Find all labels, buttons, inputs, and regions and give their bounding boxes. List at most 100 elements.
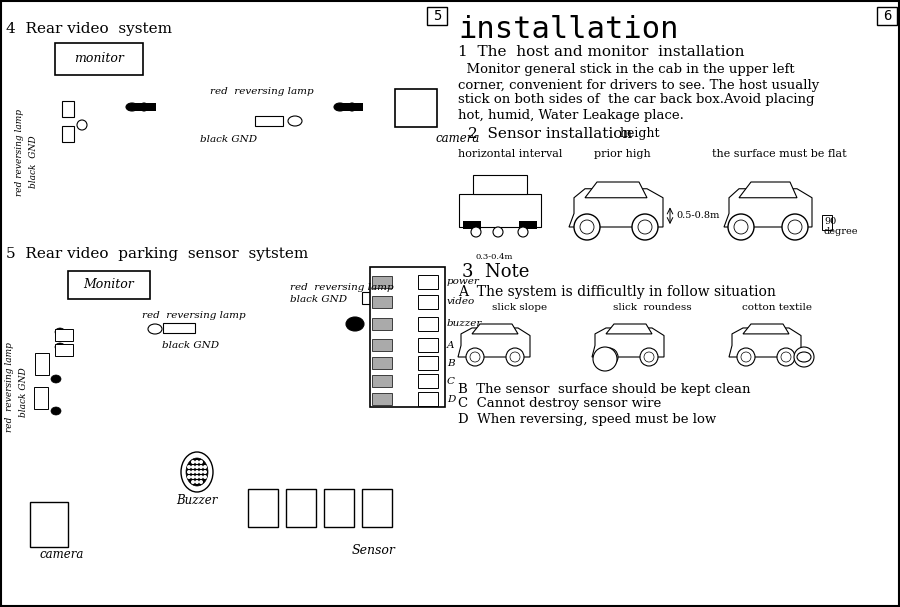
Circle shape [191,475,195,479]
Text: 2  Sensor installation: 2 Sensor installation [468,127,632,141]
Circle shape [574,214,600,240]
Bar [55,329,73,341]
Bar [248,489,278,527]
Text: camera: camera [40,549,85,561]
Text: black GND: black GND [162,341,219,350]
Text: degree: degree [824,226,859,236]
Bar [35,353,49,375]
Bar [324,489,354,527]
Text: 4  Rear video  system: 4 Rear video system [6,22,172,36]
Ellipse shape [55,328,65,336]
Polygon shape [739,182,797,198]
Ellipse shape [797,352,811,362]
Ellipse shape [346,317,364,331]
Circle shape [199,470,203,474]
Circle shape [195,475,199,479]
Bar [62,101,74,117]
Text: power: power [447,277,480,287]
Circle shape [640,348,658,366]
Circle shape [734,220,748,234]
Circle shape [593,347,617,371]
Circle shape [466,348,484,366]
Bar [519,221,537,229]
Bar [372,276,392,288]
Circle shape [187,475,191,479]
Ellipse shape [181,452,213,492]
Bar [418,295,438,309]
Circle shape [470,352,480,362]
Bar [372,296,392,308]
Text: red reversing lamp: red reversing lamp [15,109,24,195]
Circle shape [203,465,207,469]
Bar [473,175,527,194]
Text: black GND: black GND [200,135,257,143]
Circle shape [199,460,203,464]
Text: Monitor: Monitor [84,279,134,291]
Circle shape [728,214,754,240]
Text: C: C [447,376,455,385]
Bar [372,339,392,351]
Circle shape [191,465,195,469]
Bar [418,317,438,331]
Bar [163,323,195,333]
Circle shape [203,475,207,479]
Circle shape [195,465,199,469]
Text: D: D [447,395,455,404]
Text: camera: camera [435,132,480,146]
Circle shape [187,470,191,474]
Bar [877,7,897,25]
Circle shape [510,352,520,362]
Circle shape [506,348,524,366]
Text: red  reversing lamp: red reversing lamp [142,311,246,319]
Text: the surface must be flat: the surface must be flat [712,149,847,159]
Circle shape [777,348,795,366]
Circle shape [781,352,791,362]
Bar [362,489,392,527]
Text: prior high: prior high [594,149,651,159]
Bar [822,215,832,230]
Circle shape [794,347,814,367]
Text: black GND: black GND [290,296,347,305]
Bar [418,356,438,370]
Polygon shape [729,328,801,357]
Text: corner, convenient for drivers to see. The host usually: corner, convenient for drivers to see. T… [458,78,819,92]
Circle shape [493,227,503,237]
Bar [372,318,392,330]
Circle shape [191,470,195,474]
Circle shape [191,480,195,484]
Text: horizontal interval: horizontal interval [458,149,562,159]
Bar [427,7,447,25]
Text: red  reversing lamp: red reversing lamp [290,282,393,291]
Circle shape [77,120,87,130]
Circle shape [741,352,751,362]
Bar [459,194,541,227]
Bar [418,338,438,352]
Text: black GND: black GND [20,367,29,417]
Ellipse shape [348,103,356,111]
Polygon shape [592,328,664,357]
Circle shape [600,348,618,366]
Bar [395,89,437,127]
Polygon shape [458,328,530,357]
Bar [418,392,438,406]
Bar [372,393,392,405]
Circle shape [782,214,808,240]
Text: black  GND: black GND [30,136,39,188]
Circle shape [195,480,199,484]
Text: A  The system is difficultly in follow situation: A The system is difficultly in follow si… [458,285,776,299]
Ellipse shape [148,324,162,334]
Text: stick on both sides of  the car back box.Avoid placing: stick on both sides of the car back box.… [458,93,814,106]
Text: B  The sensor  surface should be kept clean: B The sensor surface should be kept clea… [458,382,751,396]
Ellipse shape [55,343,65,351]
Bar [362,292,382,304]
Text: hot, humid, Water Leakage place.: hot, humid, Water Leakage place. [458,109,684,121]
Circle shape [580,220,594,234]
Polygon shape [585,182,647,198]
Circle shape [638,220,652,234]
Circle shape [199,465,203,469]
Text: 3  Note: 3 Note [462,263,529,281]
Text: 5: 5 [433,9,441,23]
Bar [463,221,481,229]
Circle shape [195,470,199,474]
Circle shape [644,352,654,362]
